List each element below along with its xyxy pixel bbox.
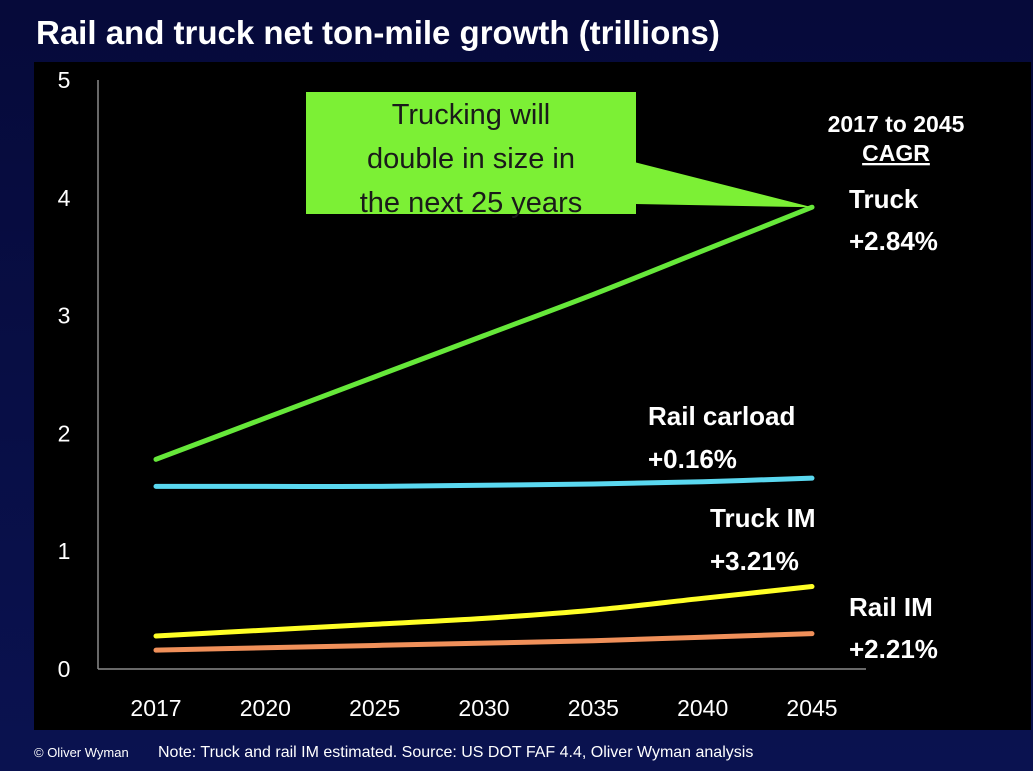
x-tick-label: 2040 — [677, 695, 728, 721]
callout-text-line: the next 25 years — [360, 187, 582, 219]
y-tick-label: 1 — [58, 538, 71, 564]
truck-im-cagr: +3.21% — [710, 546, 799, 576]
series-line-truck-im — [153, 584, 815, 639]
series-annotations: 2017 to 2045 CAGR Truck +2.84% Rail carl… — [648, 111, 965, 664]
rail-im-label: Rail IM — [849, 592, 933, 622]
y-tick-label: 4 — [58, 185, 71, 211]
cagr-header-line2: CAGR — [862, 140, 930, 166]
x-tick-label: 2035 — [568, 695, 619, 721]
rail-im-cagr: +2.21% — [849, 634, 938, 664]
callout-box — [306, 92, 636, 214]
y-tick-label: 5 — [58, 67, 71, 93]
line-chart: 0 1 2 3 4 5 2017 2020 2025 2030 2035 2040 2045 Truck… — [58, 67, 965, 721]
rail-carload-label: Rail carload — [648, 401, 795, 431]
y-tick-label: 0 — [58, 656, 71, 682]
axes: 0 1 2 3 4 5 2017 2020 2025 2030 2035 2040 2045 — [58, 67, 866, 721]
callout-text-line: Trucking will — [392, 99, 550, 131]
callout: Trucking will double in size in the next 2… — [306, 92, 812, 219]
series-line-rail-im — [153, 631, 815, 653]
x-tick-label: 2030 — [458, 695, 509, 721]
x-tick-label: 2045 — [786, 695, 837, 721]
callout-pointer — [634, 162, 812, 208]
truck-label: Truck — [849, 184, 919, 214]
series-line-rail-carload — [153, 475, 815, 489]
x-tick-label: 2025 — [349, 695, 400, 721]
source-note: Note: Truck and rail IM estimated. Sourc… — [158, 744, 754, 761]
y-tick-label: 3 — [58, 303, 71, 329]
copyright-text: © Oliver Wyman — [34, 745, 129, 760]
series-lines — [153, 204, 815, 653]
series-line-truck — [153, 204, 815, 462]
truck-im-label: Truck IM — [710, 503, 815, 533]
rail-carload-cagr: +0.16% — [648, 444, 737, 474]
x-tick-label: 2017 — [130, 695, 181, 721]
plot-panel: 0 1 2 3 4 5 2017 2020 2025 2030 2035 2040 2045 Truck… — [34, 62, 1031, 730]
chart-title: Rail and truck net ton-mile growth (tril… — [36, 14, 720, 51]
y-tick-label: 2 — [58, 420, 71, 446]
x-tick-label: 2020 — [240, 695, 291, 721]
callout-text-line: double in size in — [367, 143, 575, 175]
truck-cagr: +2.84% — [849, 226, 938, 256]
cagr-header-line1: 2017 to 2045 — [828, 111, 965, 137]
